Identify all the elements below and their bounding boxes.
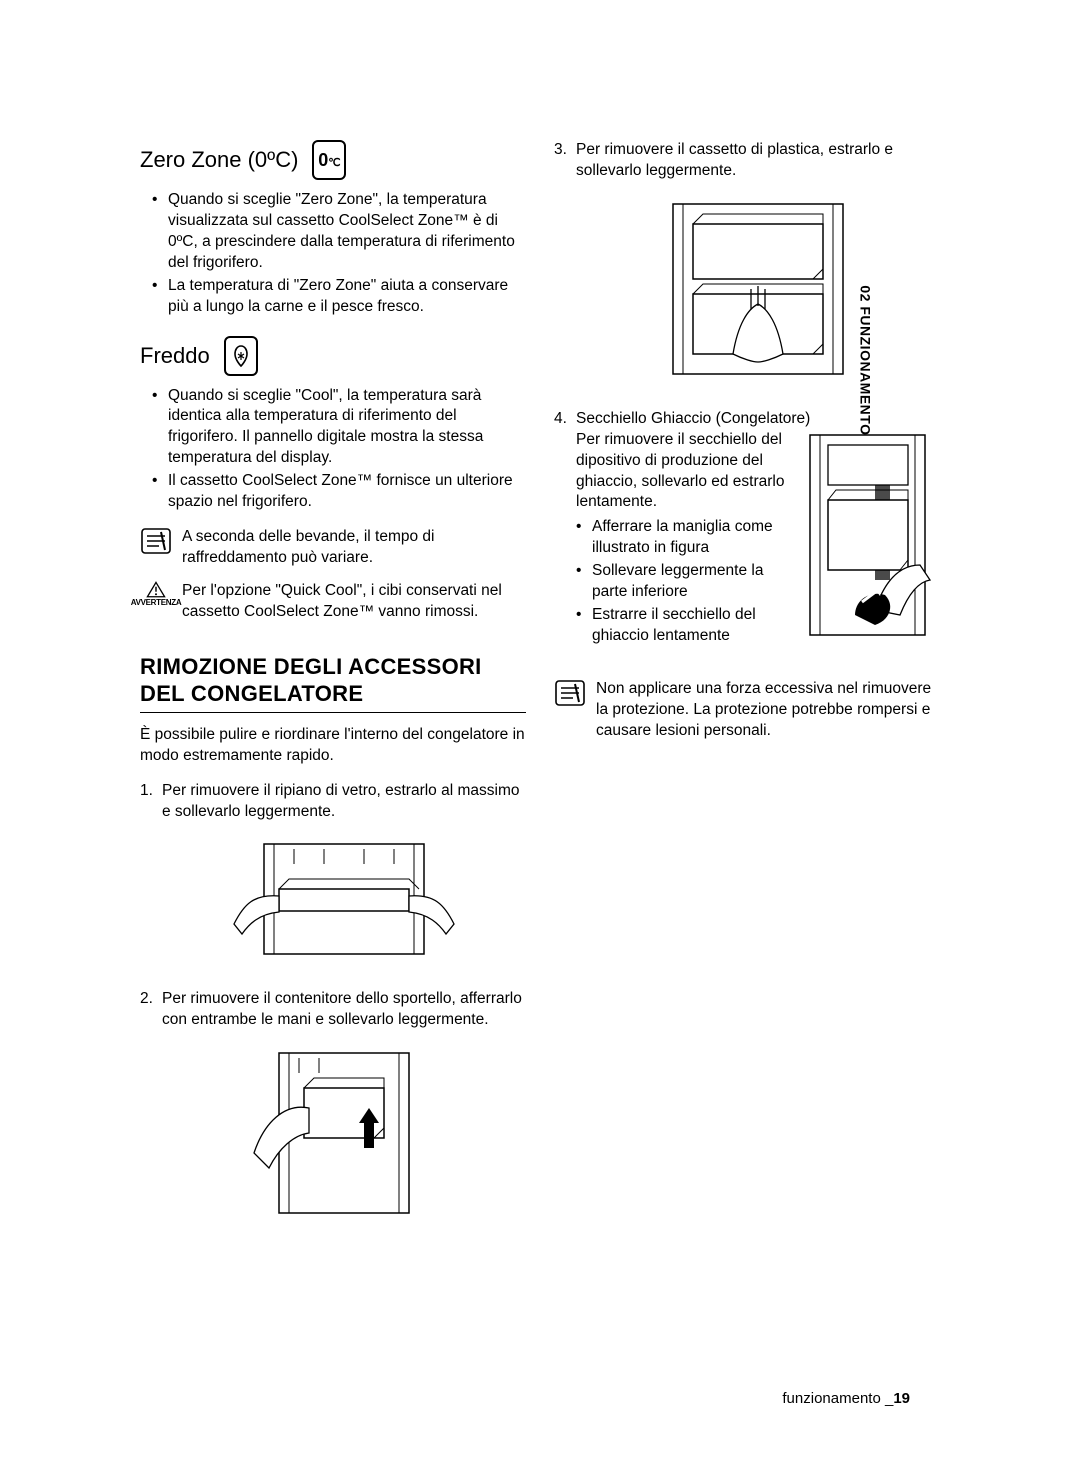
step-1: Per rimuovere il ripiano di vetro, estra…: [140, 781, 526, 972]
step-3: Per rimuovere il cassetto di plastica, e…: [554, 140, 940, 391]
step-3-text: Per rimuovere il cassetto di plastica, e…: [576, 141, 893, 179]
step-4-heading: Secchiello Ghiaccio (Congelatore): [576, 410, 810, 427]
warning-label: AVVERTENZA: [131, 598, 182, 609]
note-icon: [554, 679, 586, 707]
page-content: Zero Zone (0ºC) 0℃ Quando si sceglie "Ze…: [0, 0, 1080, 1308]
list-item: La temperatura di "Zero Zone" aiuta a co…: [168, 276, 526, 318]
step-1-text: Per rimuovere il ripiano di vetro, estra…: [162, 782, 519, 820]
step-4-bullets: Afferrare la maniglia come illustrato in…: [576, 517, 792, 647]
list-item: Sollevare leggermente la parte inferiore: [592, 561, 792, 603]
list-item: Quando si sceglie "Cool", la temperatura…: [168, 386, 526, 470]
warning-icon: AVVERTENZA: [140, 581, 172, 609]
footer-label: funzionamento _: [782, 1390, 893, 1407]
freddo-title: Freddo: [140, 341, 210, 371]
zero-zone-bullets: Quando si sceglie "Zero Zone", la temper…: [140, 190, 526, 318]
step-2-figure: [162, 1043, 526, 1230]
freddo-note: A seconda delle bevande, il tempo di raf…: [140, 527, 526, 569]
list-item: Estrarre il secchiello del ghiaccio lent…: [592, 605, 792, 647]
left-column: Zero Zone (0ºC) 0℃ Quando si sceglie "Ze…: [140, 140, 526, 1248]
zero-zone-icon: 0℃: [312, 140, 346, 180]
list-item: Afferrare la maniglia come illustrato in…: [592, 517, 792, 559]
right-note: Non applicare una forza eccessiva nel ri…: [554, 679, 940, 742]
freddo-bullets: Quando si sceglie "Cool", la temperatura…: [140, 386, 526, 514]
right-column: Per rimuovere il cassetto di plastica, e…: [554, 140, 940, 1248]
step-4-figure: [800, 430, 940, 661]
freddo-note-text: A seconda delle bevande, il tempo di raf…: [182, 527, 526, 569]
note-icon: [140, 527, 172, 555]
rimozione-steps: Per rimuovere il ripiano di vetro, estra…: [140, 781, 526, 1231]
footer-page: 19: [893, 1390, 910, 1407]
rimozione-intro: È possibile pulire e riordinare l'intern…: [140, 725, 526, 767]
zero-zone-title: Zero Zone (0ºC): [140, 145, 298, 175]
list-item: Quando si sceglie "Zero Zone", la temper…: [168, 190, 526, 274]
zero-zone-heading: Zero Zone (0ºC) 0℃: [140, 140, 526, 180]
freddo-warning: AVVERTENZA Per l'opzione "Quick Cool", i…: [140, 581, 526, 623]
list-item: Il cassetto CoolSelect Zone™ fornisce un…: [168, 471, 526, 513]
step-2-text: Per rimuovere il contenitore dello sport…: [162, 990, 522, 1028]
right-steps: Per rimuovere il cassetto di plastica, e…: [554, 140, 940, 661]
step-4: Secchiello Ghiaccio (Congelatore) Per ri…: [554, 409, 940, 661]
step-2: Per rimuovere il contenitore dello sport…: [140, 989, 526, 1230]
page-footer: funzionamento _19: [782, 1389, 910, 1409]
step-4-lead: Per rimuovere il secchiello del dipositi…: [576, 431, 785, 511]
cool-icon: [224, 336, 258, 376]
freddo-heading: Freddo: [140, 336, 526, 376]
freddo-warn-text: Per l'opzione "Quick Cool", i cibi conse…: [182, 581, 526, 623]
step-1-figure: [162, 834, 526, 971]
step-3-figure: [576, 194, 940, 391]
right-note-text: Non applicare una forza eccessiva nel ri…: [596, 679, 940, 742]
rimozione-title: RIMOZIONE DEGLI ACCESSORI DEL CONGELATOR…: [140, 653, 526, 713]
